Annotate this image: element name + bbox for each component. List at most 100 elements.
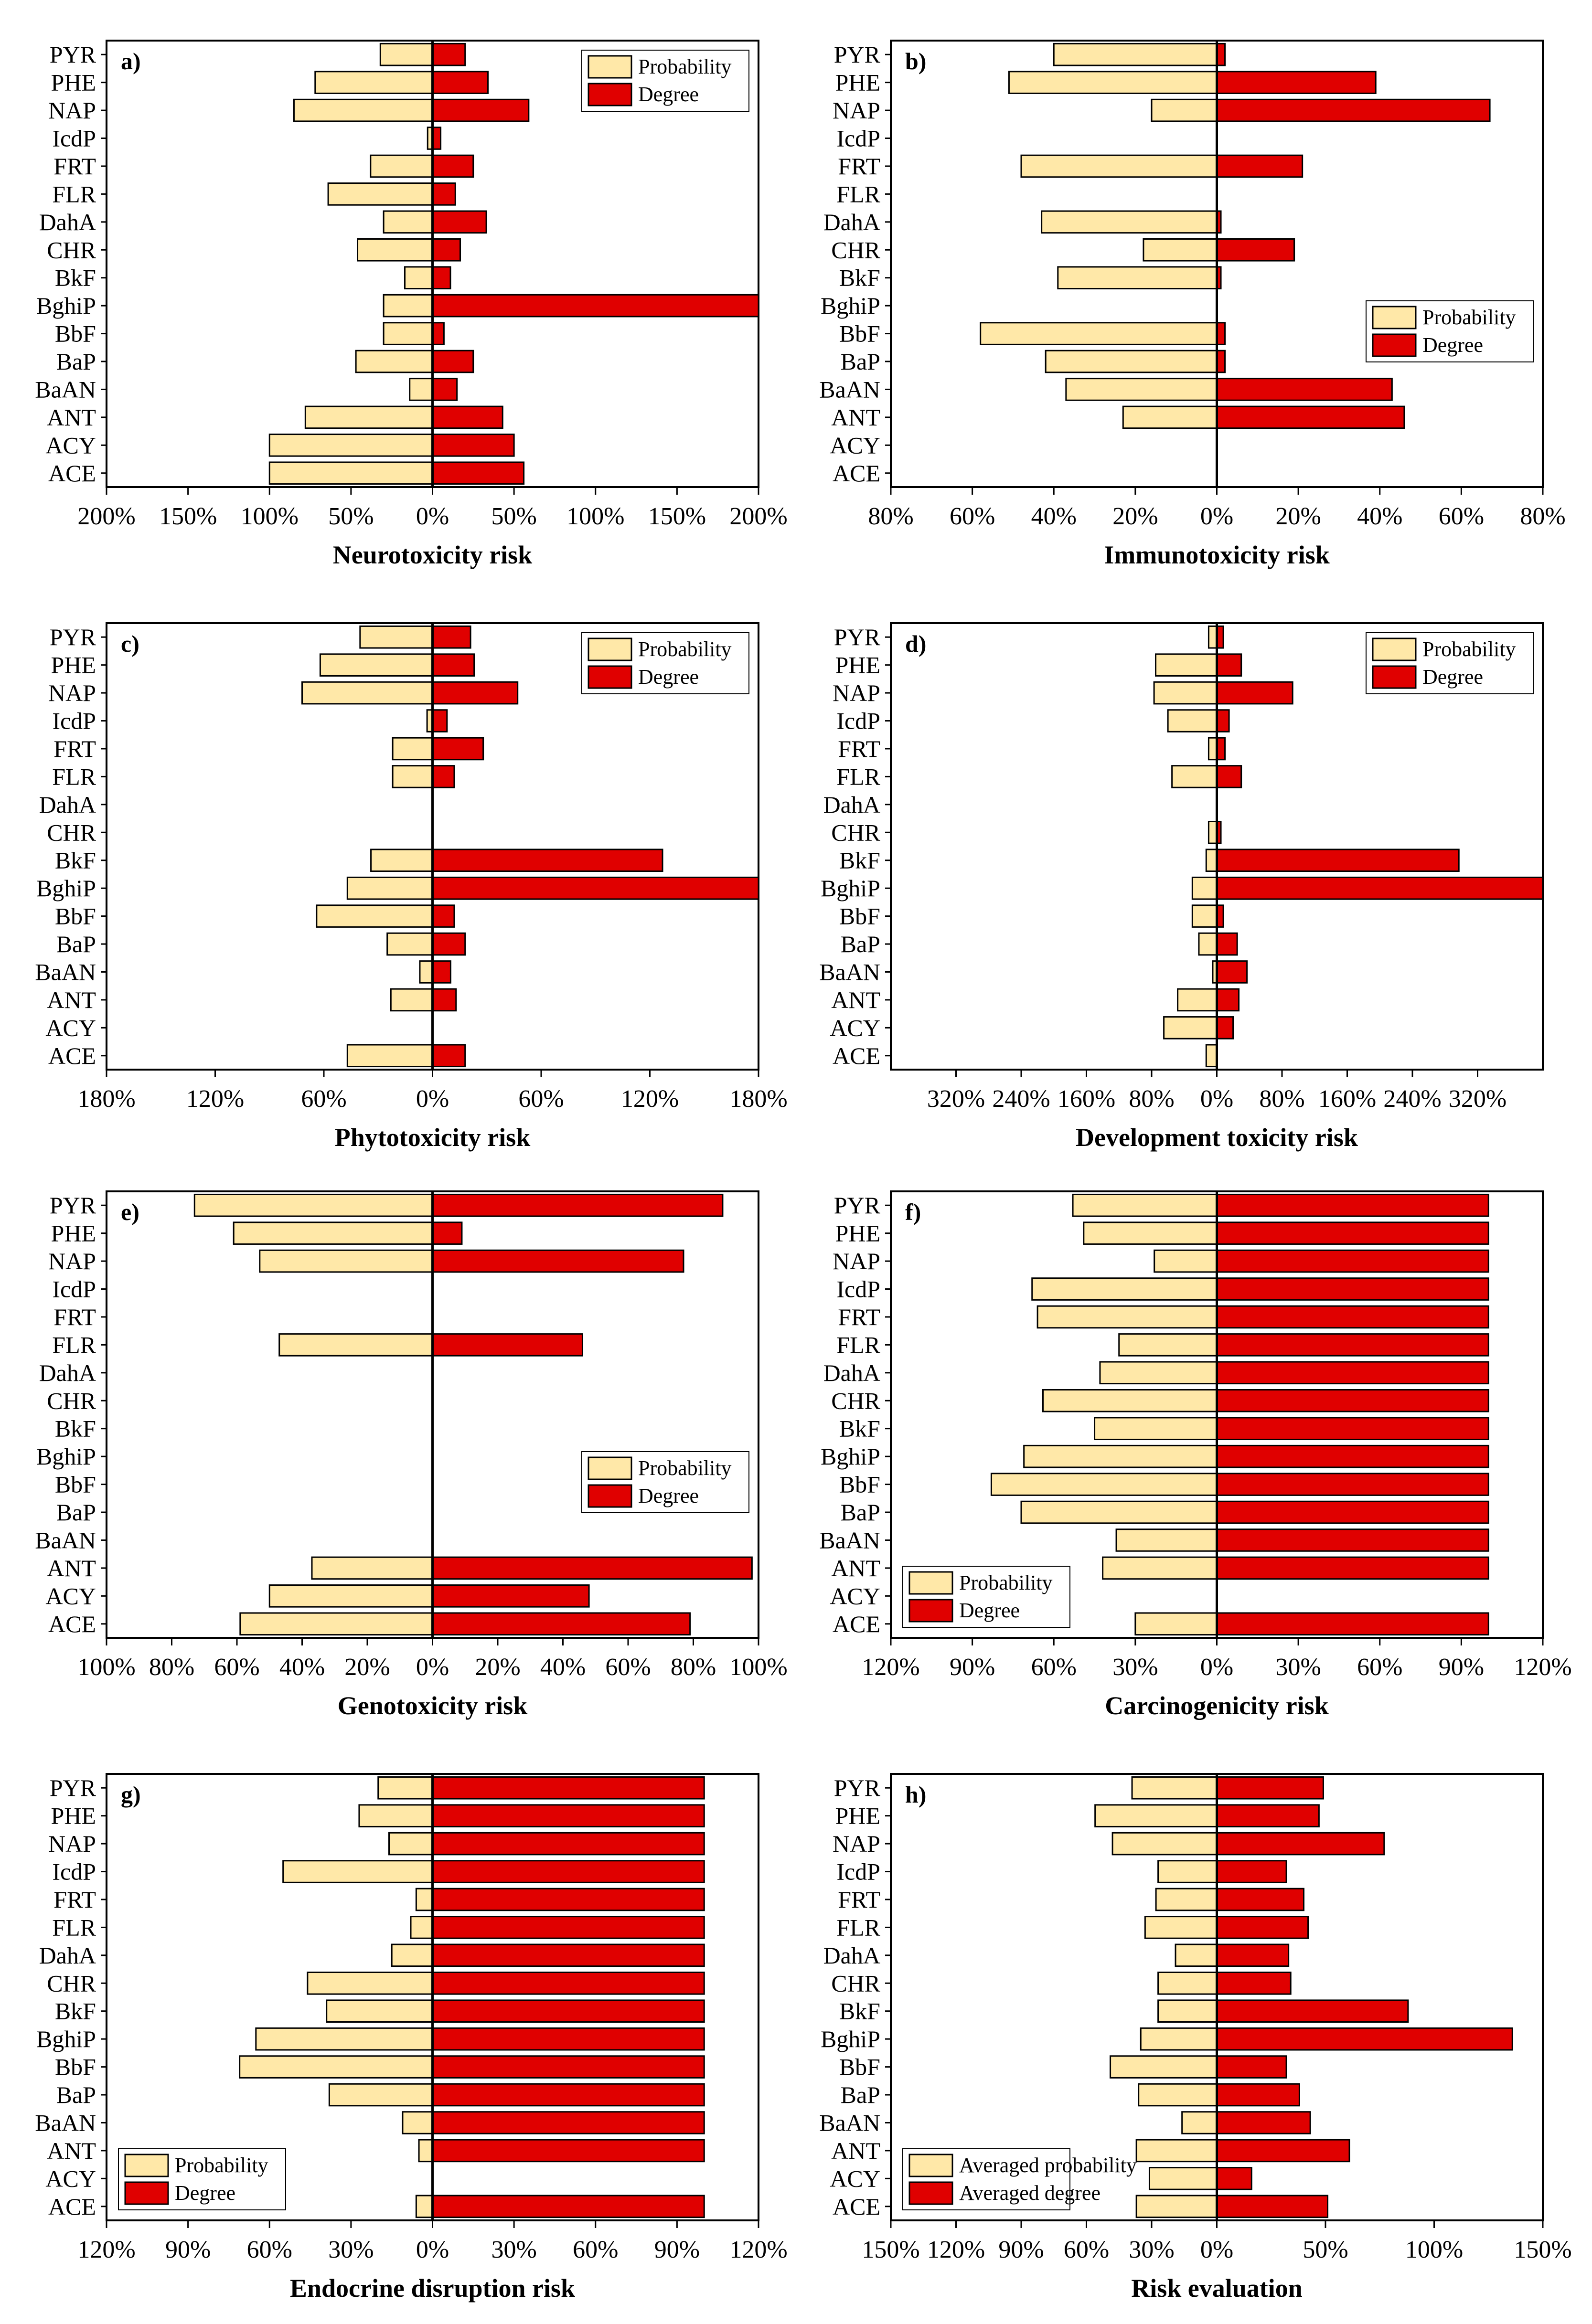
bar-degree-PYR bbox=[1216, 1776, 1324, 1800]
category-label: BbF bbox=[55, 903, 96, 930]
category-label: PYR bbox=[834, 1192, 881, 1219]
bar-degree-BghiP bbox=[432, 294, 759, 318]
legend-label: Probability bbox=[175, 2154, 268, 2177]
legend-swatch bbox=[1372, 306, 1417, 329]
bar-degree-ACY bbox=[1216, 1016, 1234, 1040]
x-tick-label: 20% bbox=[475, 1654, 520, 1681]
x-tick-label: 150% bbox=[648, 503, 706, 530]
x-tick-label: 60% bbox=[1439, 503, 1484, 530]
category-label: NAP bbox=[48, 679, 96, 706]
category-label: ANT bbox=[831, 987, 880, 1013]
bar-probability-DahA bbox=[1175, 1943, 1218, 1967]
legend: Probability Degree bbox=[1366, 632, 1534, 694]
category-label: BaAN bbox=[35, 376, 96, 403]
x-tick-label: 120% bbox=[186, 1085, 244, 1113]
category-label: ANT bbox=[47, 2137, 96, 2164]
x-tick-label: 90% bbox=[165, 2236, 211, 2263]
bar-probability-BaAN bbox=[402, 2111, 433, 2134]
bar-probability-BaP bbox=[328, 2083, 433, 2107]
x-tick-label: 160% bbox=[1318, 1085, 1376, 1113]
bar-probability-FLR bbox=[327, 182, 433, 206]
x-tick-label: 150% bbox=[862, 2236, 919, 2263]
bar-probability-PHE bbox=[319, 653, 434, 677]
x-tick-label: 90% bbox=[950, 1654, 995, 1681]
category-label: BkF bbox=[55, 1415, 96, 1442]
x-tick-label: 80% bbox=[1129, 1085, 1174, 1113]
x-tick-label: 60% bbox=[573, 2236, 618, 2263]
bar-probability-IcdP bbox=[1031, 1277, 1218, 1301]
category-label: BaP bbox=[841, 931, 880, 957]
category-label: BaP bbox=[841, 2081, 880, 2108]
category-label: FRT bbox=[838, 153, 880, 180]
bar-probability-NAP bbox=[259, 1249, 434, 1273]
bar-degree-PHE bbox=[432, 71, 489, 94]
bar-degree-ACY bbox=[1216, 2167, 1252, 2190]
x-tick-label: 90% bbox=[1439, 1654, 1484, 1681]
bar-probability-NAP bbox=[1154, 1249, 1218, 1273]
chart-panel-a: PYRPHENAPIcdPFRTFLRDahACHRBkFBghiPBbFBaP… bbox=[35, 40, 788, 569]
bar-degree-IcdP bbox=[432, 1860, 705, 1883]
legend-swatch bbox=[588, 1456, 632, 1480]
bar-probability-BghiP bbox=[1191, 876, 1218, 900]
legend-label: Probability bbox=[1422, 306, 1516, 329]
x-tick-label: 20% bbox=[1275, 503, 1321, 530]
bar-degree-NAP bbox=[432, 681, 519, 705]
bar-degree-PYR bbox=[1216, 1193, 1489, 1217]
bar-degree-FRT bbox=[432, 737, 484, 761]
bar-probability-NAP bbox=[388, 1832, 433, 1856]
bar-degree-PHE bbox=[1216, 653, 1242, 677]
bar-degree-FLR bbox=[432, 765, 455, 788]
category-label: BkF bbox=[839, 1998, 880, 2025]
x-tick-label: 0% bbox=[416, 503, 449, 530]
category-label: BaAN bbox=[35, 1527, 96, 1553]
bar-degree-BbF bbox=[432, 322, 445, 345]
bar-probability-ACE bbox=[268, 461, 433, 485]
bar-probability-IcdP bbox=[282, 1860, 433, 1883]
bar-probability-CHR bbox=[307, 1971, 433, 1995]
bar-degree-BaAN bbox=[1216, 1528, 1489, 1552]
category-label: PHE bbox=[51, 1220, 96, 1247]
x-tick-label: 90% bbox=[998, 2236, 1044, 2263]
bar-degree-FLR bbox=[432, 182, 456, 206]
bar-probability-ACY bbox=[1148, 2167, 1218, 2190]
bar-degree-CHR bbox=[1216, 1389, 1489, 1412]
category-label: FLR bbox=[52, 1914, 96, 1941]
legend-label: Probability bbox=[638, 55, 732, 78]
bar-probability-BkF bbox=[1094, 1417, 1218, 1441]
bar-probability-FRT bbox=[392, 737, 433, 761]
bar-degree-BaAN bbox=[432, 960, 451, 984]
x-axis-title: Development toxicity risk bbox=[1076, 1123, 1358, 1152]
x-axis-title: Genotoxicity risk bbox=[338, 1691, 527, 1720]
x-tick-label: 120% bbox=[862, 1654, 919, 1681]
category-label: IcdP bbox=[836, 1276, 880, 1303]
x-tick-label: 150% bbox=[1514, 2236, 1571, 2263]
x-tick-label: 180% bbox=[729, 1085, 787, 1113]
bar-degree-FRT bbox=[1216, 1888, 1304, 1911]
category-label: PHE bbox=[51, 652, 96, 679]
bar-probability-PHE bbox=[1094, 1804, 1218, 1827]
category-label: BbF bbox=[839, 320, 880, 347]
panel-label: d) bbox=[905, 630, 926, 657]
legend-label: Degree bbox=[638, 665, 699, 689]
bar-degree-CHR bbox=[1216, 1971, 1292, 1995]
bar-probability-FLR bbox=[1118, 1333, 1218, 1357]
category-label: PHE bbox=[835, 69, 880, 96]
category-label: ACY bbox=[830, 1014, 880, 1041]
category-label: ACE bbox=[48, 2193, 96, 2220]
category-label: IcdP bbox=[52, 1276, 96, 1303]
category-label: BkF bbox=[55, 265, 96, 291]
bar-probability-NAP bbox=[301, 681, 433, 705]
x-tick-label: 0% bbox=[1200, 1085, 1233, 1113]
category-label: PYR bbox=[834, 41, 881, 68]
category-label: FRT bbox=[53, 1886, 96, 1913]
bar-degree-PYR bbox=[1216, 42, 1226, 66]
x-tick-label: 120% bbox=[621, 1085, 679, 1113]
bar-probability-CHR bbox=[1042, 1389, 1218, 1412]
x-tick-label: 80% bbox=[1520, 503, 1565, 530]
x-tick-label: 320% bbox=[927, 1085, 985, 1113]
bar-probability-FRT bbox=[1020, 154, 1218, 178]
bar-probability-ANT bbox=[418, 2139, 433, 2163]
bar-degree-NAP bbox=[1216, 98, 1491, 122]
x-tick-label: 100% bbox=[729, 1654, 787, 1681]
bar-degree-BaAN bbox=[1216, 960, 1248, 984]
